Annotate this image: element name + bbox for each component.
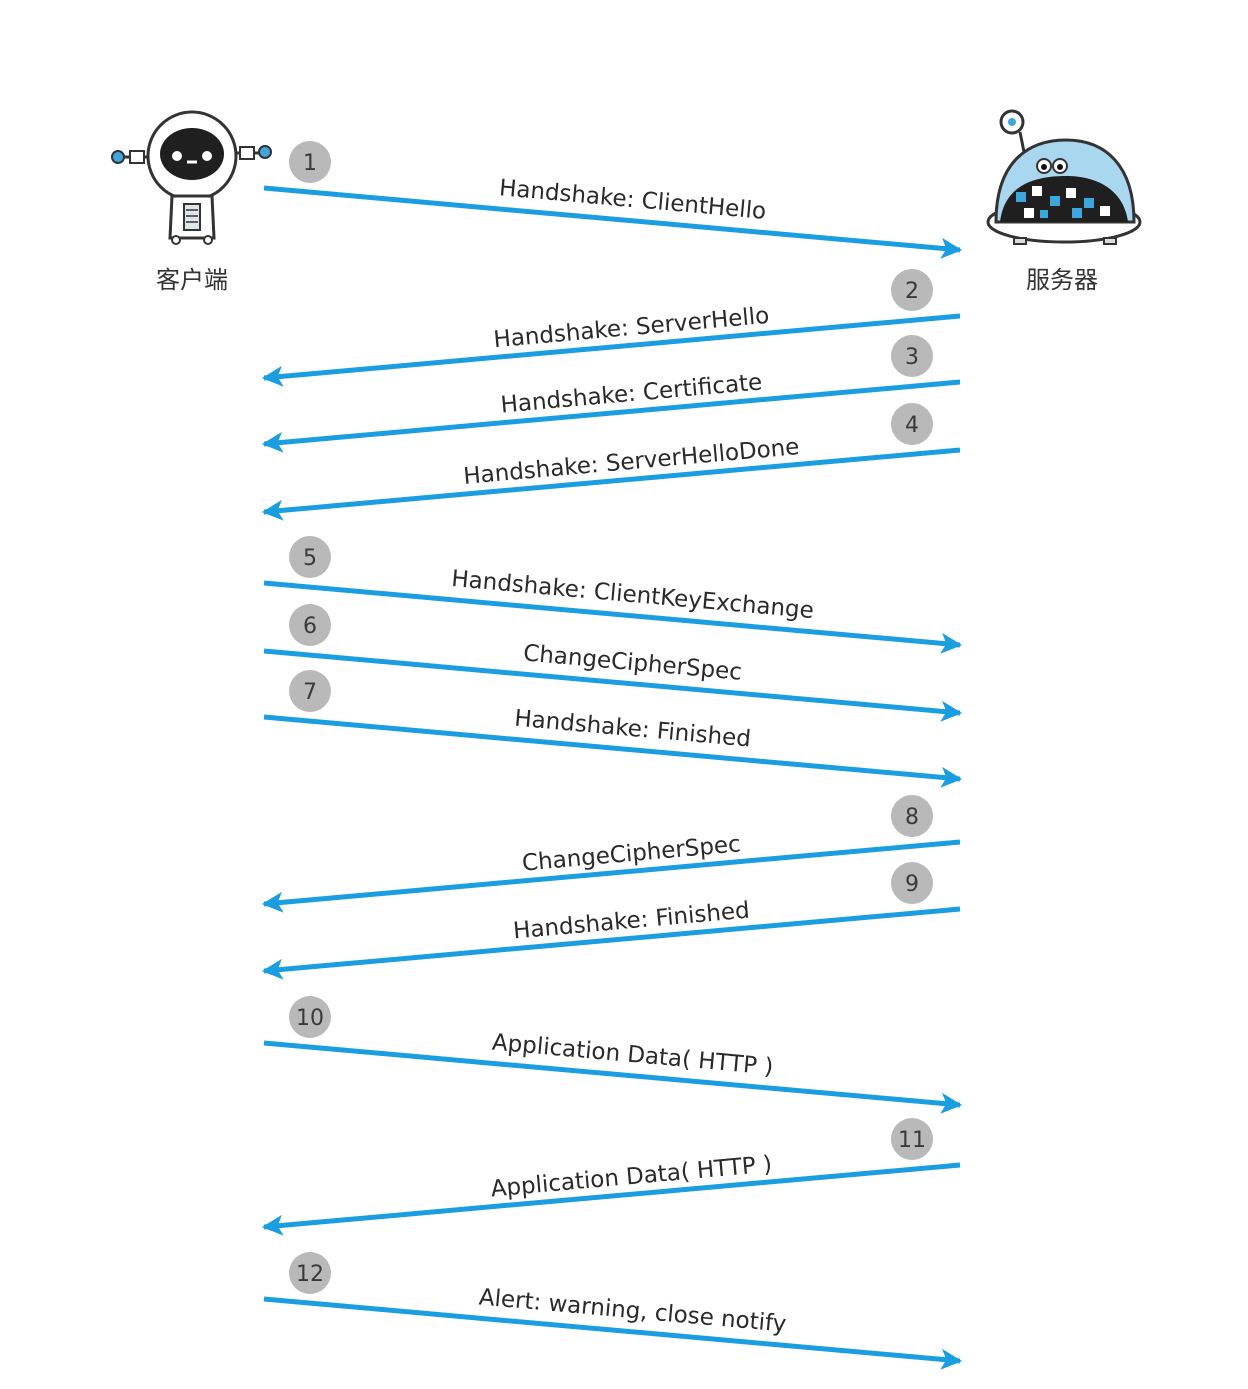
message-label: Handshake: ClientHello	[498, 175, 767, 225]
step-badge: 11	[891, 1118, 933, 1160]
message-11: Application Data( HTTP )11	[261, 1118, 961, 1236]
step-number: 7	[303, 680, 317, 705]
message-arrow	[261, 906, 961, 980]
robot-server-icon	[986, 109, 1142, 245]
message-arrow	[263, 185, 963, 259]
messages: Handshake: ClientHello 1 Handshake: Server…	[261, 141, 963, 1370]
step-number: 1	[303, 151, 317, 176]
message-arrow	[261, 447, 961, 521]
message-label: Application Data( HTTP )	[491, 1030, 774, 1081]
step-badge: 8	[891, 795, 933, 837]
step-number: 12	[296, 1262, 324, 1287]
step-badge: 5	[289, 536, 331, 578]
client-label: 客户端	[156, 266, 228, 294]
message-arrow	[261, 1162, 961, 1236]
message-arrow	[263, 1296, 963, 1370]
step-badge: 7	[289, 670, 331, 712]
message-7: Handshake: Finished 7	[263, 670, 963, 788]
step-badge: 1	[289, 141, 331, 183]
message-arrow	[263, 714, 963, 788]
robot-client-icon	[111, 110, 272, 245]
step-badge: 9	[891, 862, 933, 904]
step-number: 2	[905, 279, 919, 304]
message-arrow	[263, 580, 963, 654]
message-label: Handshake: Finished	[513, 706, 752, 753]
step-number: 4	[905, 413, 919, 438]
message-arrow	[261, 379, 961, 453]
message-arrow	[261, 839, 961, 913]
message-10: Application Data( HTTP ) 10	[263, 996, 963, 1114]
step-badge: 10	[289, 996, 331, 1038]
step-badge: 4	[891, 403, 933, 445]
step-badge: 3	[891, 335, 933, 377]
server-label: 服务器	[1026, 266, 1098, 294]
message-1: Handshake: ClientHello 1	[263, 141, 963, 259]
step-number: 9	[905, 872, 919, 897]
message-arrow	[263, 648, 963, 722]
step-number: 5	[303, 546, 317, 571]
step-number: 8	[905, 805, 919, 830]
step-number: 6	[303, 614, 317, 639]
message-arrow	[261, 313, 961, 387]
step-number: 11	[898, 1128, 926, 1153]
step-number: 3	[905, 345, 919, 370]
step-badge: 6	[289, 604, 331, 646]
step-badge: 2	[891, 269, 933, 311]
message-arrow	[263, 1040, 963, 1114]
step-number: 10	[296, 1006, 324, 1031]
step-badge: 12	[289, 1252, 331, 1294]
